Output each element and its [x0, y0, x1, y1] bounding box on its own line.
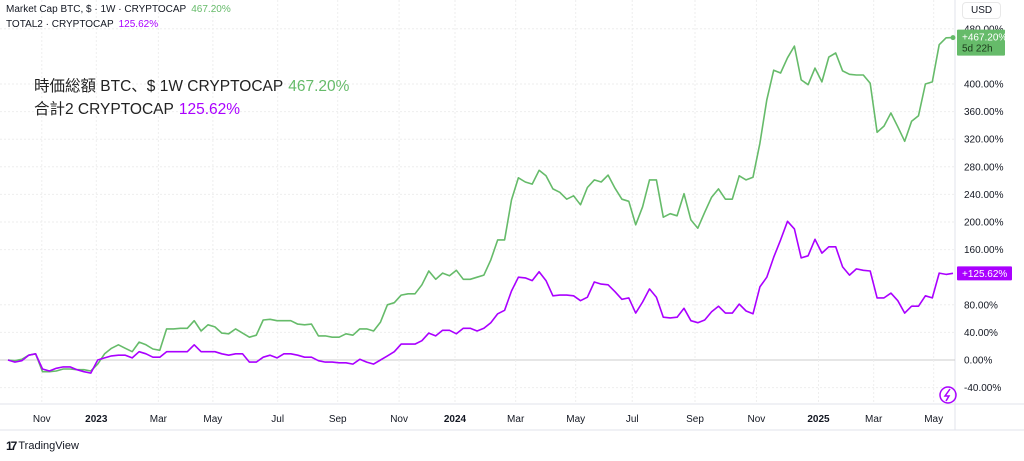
x-tick-label: May [203, 414, 222, 425]
legend-total2[interactable]: TOTAL2 · CRYPTOCAP 125.62% [6, 19, 158, 30]
y-tick-label: 400.00% [964, 80, 1004, 91]
x-tick-label: Jul [271, 414, 284, 425]
legend-btc-value: 467.20% [191, 4, 231, 15]
y-tick-label: 320.00% [964, 135, 1004, 146]
x-tick-label: Jul [626, 414, 639, 425]
tradingview-logo[interactable]: 17 TradingView [6, 439, 79, 453]
btc-last-point [950, 35, 956, 41]
y-tick-label: 80.00% [964, 300, 998, 311]
btc-line [7, 36, 954, 373]
series-lines [7, 35, 956, 374]
x-tick-label: Mar [507, 414, 525, 425]
price-labels: +467.20%5d 22h +125.62% [939, 29, 1012, 404]
legend-btc[interactable]: Market Cap BTC, $ · 1W · CRYPTOCAP 467.20… [6, 4, 231, 15]
total2-price-value: +125.62% [962, 269, 1007, 280]
x-tick-label: Mar [865, 414, 883, 425]
y-tick-label: 40.00% [964, 328, 998, 339]
x-tick-label: Nov [33, 414, 51, 425]
x-tick-label: 2023 [85, 414, 108, 425]
y-tick-label: 0.00% [964, 356, 992, 367]
x-tick-label: May [924, 414, 943, 425]
x-tick-label: 2025 [807, 414, 830, 425]
tradingview-logo-icon: 17 [6, 439, 17, 453]
lightning-icon[interactable] [939, 386, 957, 404]
total2-price-label [957, 266, 1012, 281]
y-tick-label: -40.00% [964, 383, 1001, 394]
legend-total2-value: 125.62% [118, 19, 159, 30]
y-tick-label: 240.00% [964, 190, 1004, 201]
x-tick-label: Sep [686, 414, 704, 425]
x-tick-label: Sep [329, 414, 347, 425]
y-tick-label: 160.00% [964, 245, 1004, 256]
y-tick-label: 200.00% [964, 218, 1004, 229]
annotation-btc-label: 時価総額 BTC、$ 1W CRYPTOCAP [34, 78, 284, 95]
total2-line [7, 220, 954, 374]
x-tick-label: Nov [748, 414, 766, 425]
btc-price-label [957, 29, 1005, 56]
lightning-icon-circle [939, 386, 957, 404]
x-tick-label: Nov [390, 414, 408, 425]
y-tick-label: 360.00% [964, 107, 1004, 118]
annotation-total2-value: 125.62% [178, 101, 241, 118]
annotation-btc: 時価総額 BTC、$ 1W CRYPTOCAP 467.20% [34, 74, 349, 96]
annotation-btc-value: 467.20% [288, 78, 350, 95]
btc-price-value: +467.20% [962, 33, 1007, 44]
btc-countdown: 5d 22h [962, 44, 993, 55]
price-axis[interactable]: -40.00% 0.00% 40.00% 80.00% 160.00% 200.00% 24… [964, 24, 1004, 394]
legend-btc-label: Market Cap BTC, $ · 1W · CRYPTOCAP [6, 4, 187, 15]
time-axis[interactable]: Nov 2023 Mar May Jul Sep Nov 2024 Mar May Jul Sep No… [33, 414, 943, 425]
annotation-total2-label: 合計2 CRYPTOCAP [34, 101, 174, 118]
currency-button[interactable]: USD [962, 2, 1002, 19]
grid-lines [0, 0, 1024, 431]
x-tick-label: May [566, 414, 585, 425]
legend-total2-label: TOTAL2 · CRYPTOCAP [6, 19, 114, 30]
x-tick-label: 2024 [444, 414, 467, 425]
x-tick-label: Mar [150, 414, 168, 425]
tradingview-logo-text: TradingView [18, 440, 79, 452]
annotation-total2: 合計2 CRYPTOCAP 125.62% [34, 97, 240, 119]
lightning-icon-bolt [943, 388, 951, 402]
y-tick-label: 280.00% [964, 162, 1004, 173]
